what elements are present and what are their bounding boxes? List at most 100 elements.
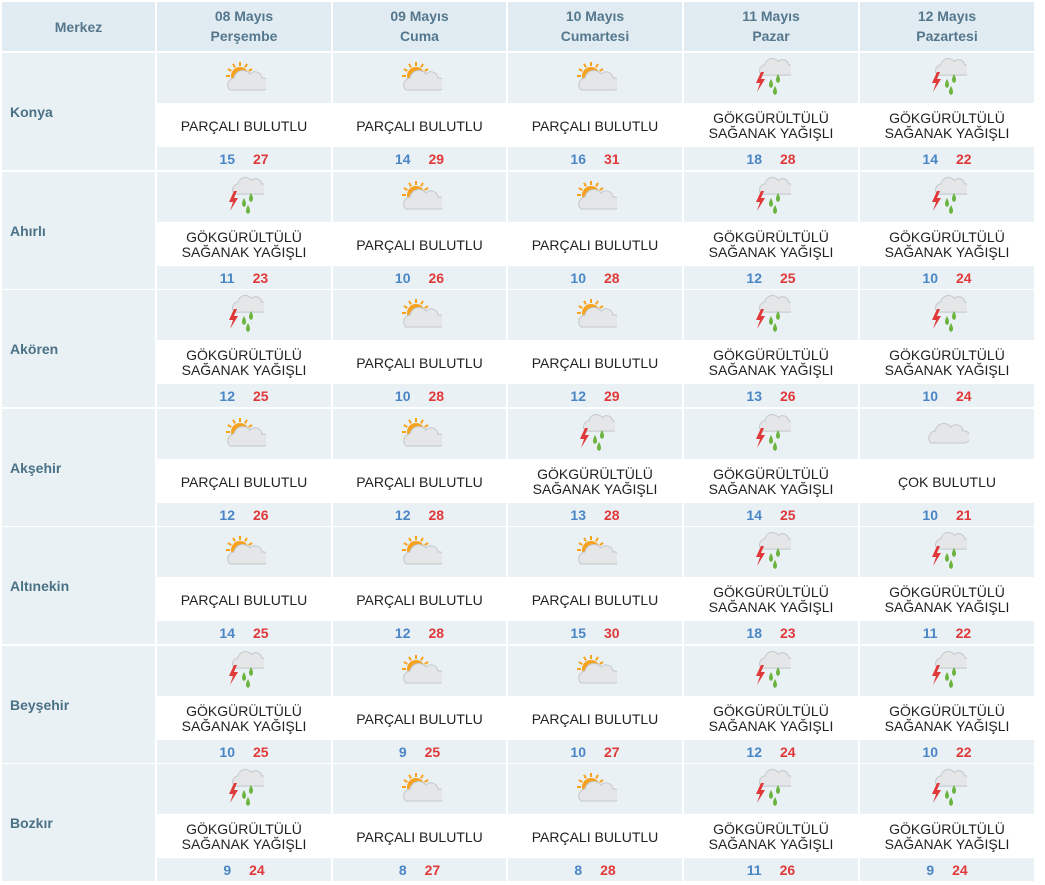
temperature-cell: 11 23 [157, 266, 331, 289]
weather-icon-cell [508, 527, 682, 577]
partly-cloudy-icon [398, 60, 442, 96]
header-date: 08 Mayıs [214, 8, 274, 24]
min-temp: 8 [398, 861, 407, 878]
condition-cell: GÖKGÜRÜLTÜLÜ SAĞANAK YAĞIŞLI [860, 105, 1034, 147]
condition-line: SAĞANAK YAĞIŞLI [181, 362, 307, 378]
min-temp: 10 [570, 743, 586, 760]
condition-text: PARÇALI BULUTLU [356, 118, 483, 134]
condition-line: GÖKGÜRÜLTÜLÜ [713, 347, 829, 363]
condition-line: GÖKGÜRÜLTÜLÜ [713, 466, 829, 482]
city-cell: Altınekin [2, 527, 155, 644]
condition-text: PARÇALI BULUTLU [356, 710, 483, 727]
max-temp: 28 [428, 624, 445, 641]
condition-line: SAĞANAK YAĞIŞLI [884, 362, 1010, 378]
condition-line: PARÇALI BULUTLU [356, 473, 483, 490]
thunder-shower-icon [224, 177, 264, 217]
partly-cloudy-icon [573, 297, 617, 333]
city-name: Konya [10, 103, 53, 120]
weather-icon-cell [508, 409, 682, 459]
thunder-shower-icon [927, 295, 967, 335]
max-temp: 22 [956, 743, 972, 760]
temperature-cell: 14 25 [684, 503, 858, 526]
condition-text: PARÇALI BULUTLU [532, 118, 659, 134]
header-center-label: Merkez [54, 18, 103, 35]
weather-icon-cell [860, 53, 1034, 103]
max-temp: 26 [780, 387, 796, 404]
temperature-cell: 12 28 [333, 621, 506, 644]
thunder-shower-icon [224, 651, 264, 691]
condition-cell: GÖKGÜRÜLTÜLÜ SAĞANAK YAĞIŞLI [684, 698, 858, 740]
condition-line: SAĞANAK YAĞIŞLI [884, 836, 1010, 852]
min-temp: 10 [922, 506, 938, 523]
max-temp: 24 [952, 861, 968, 878]
max-temp: 29 [604, 387, 620, 404]
min-temp: 10 [922, 387, 938, 404]
thunder-shower-icon [751, 651, 791, 691]
partly-cloudy-icon [398, 297, 442, 333]
max-temp: 25 [424, 743, 441, 760]
city-cell: Bozkır [2, 764, 155, 881]
header-day-1: 08 Mayıs Perşembe [157, 2, 331, 51]
condition-line: GÖKGÜRÜLTÜLÜ [713, 703, 829, 719]
condition-line: GÖKGÜRÜLTÜLÜ [186, 229, 302, 245]
min-temp: 12 [394, 506, 411, 523]
temperature-cell: 18 28 [684, 147, 858, 170]
condition-line: GÖKGÜRÜLTÜLÜ [889, 347, 1005, 363]
condition-line: SAĞANAK YAĞIŞLI [884, 125, 1010, 141]
weather-icon-cell [508, 172, 682, 222]
weather-icon-cell [684, 290, 858, 340]
condition-cell: PARÇALI BULUTLU [508, 224, 682, 266]
condition-cell: ÇOK BULUTLU [860, 461, 1034, 503]
header-weekday: Pazar [752, 28, 790, 44]
max-temp: 22 [955, 624, 972, 641]
temperature-cell: 10 25 [157, 740, 331, 763]
weather-icon-cell [333, 764, 506, 814]
weather-icon-cell [508, 290, 682, 340]
condition-text: PARÇALI BULUTLU [532, 237, 659, 253]
condition-cell: PARÇALI BULUTLU [333, 816, 506, 858]
partly-cloudy-icon [398, 534, 442, 570]
temperature-cell: 15 30 [508, 621, 682, 644]
temperature-cell: 9 24 [157, 858, 331, 881]
max-temp: 30 [604, 624, 620, 641]
partly-cloudy-icon [398, 653, 442, 689]
min-temp: 8 [574, 861, 583, 878]
weather-icon-cell [157, 172, 331, 222]
max-temp: 27 [424, 861, 441, 878]
partly-cloudy-icon [222, 60, 266, 96]
thunder-shower-icon [224, 295, 264, 335]
condition-text: GÖKGÜRÜLTÜLÜ SAĞANAK YAĞIŞLI [885, 348, 1010, 378]
temperature-cell: 18 23 [684, 621, 858, 644]
thunder-shower-icon [575, 414, 615, 454]
temperature-cell: 13 28 [508, 503, 682, 526]
city-name: Altınekin [10, 577, 70, 594]
min-temp: 18 [746, 624, 762, 641]
condition-line: GÖKGÜRÜLTÜLÜ [889, 229, 1005, 245]
condition-text: GÖKGÜRÜLTÜLÜ SAĞANAK YAĞIŞLI [885, 230, 1010, 260]
temperature-cell: 10 24 [860, 384, 1034, 407]
condition-line: PARÇALI BULUTLU [531, 828, 659, 845]
condition-line: PARÇALI BULUTLU [356, 710, 483, 727]
temperature-cell: 10 21 [860, 503, 1034, 526]
max-temp: 24 [956, 387, 972, 404]
condition-cell: GÖKGÜRÜLTÜLÜ SAĞANAK YAĞIŞLI [860, 698, 1034, 740]
condition-cell: PARÇALI BULUTLU [333, 579, 506, 621]
min-temp: 18 [746, 150, 762, 167]
condition-cell: PARÇALI BULUTLU [508, 342, 682, 384]
min-temp: 14 [922, 150, 938, 167]
thunder-shower-icon [927, 532, 967, 572]
condition-line: SAĞANAK YAĞIŞLI [181, 718, 307, 734]
min-temp: 15 [570, 624, 586, 641]
thunder-shower-icon [927, 769, 967, 809]
condition-cell: PARÇALI BULUTLU [508, 698, 682, 740]
condition-line: GÖKGÜRÜLTÜLÜ [713, 584, 829, 600]
condition-cell: GÖKGÜRÜLTÜLÜ SAĞANAK YAĞIŞLI [684, 342, 858, 384]
partly-cloudy-icon [222, 534, 266, 570]
temperature-cell: 8 28 [508, 858, 682, 881]
condition-text: PARÇALI BULUTLU [356, 355, 483, 371]
condition-line: PARÇALI BULUTLU [531, 591, 659, 608]
max-temp: 22 [956, 150, 972, 167]
condition-text: GÖKGÜRÜLTÜLÜ SAĞANAK YAĞIŞLI [885, 822, 1010, 852]
weather-icon-cell [157, 764, 331, 814]
min-temp: 11 [219, 269, 235, 286]
